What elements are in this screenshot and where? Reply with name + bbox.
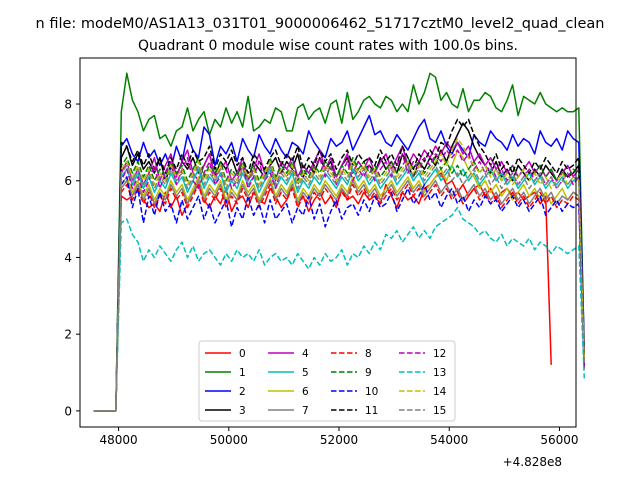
x-axis: 48000 50000 52000 54000 56000 bbox=[99, 427, 579, 447]
legend-label-1: 1 bbox=[239, 367, 246, 379]
y-tick-label: 4 bbox=[64, 251, 72, 265]
legend-label-7: 7 bbox=[302, 405, 309, 417]
y-tick-label: 6 bbox=[64, 174, 72, 188]
figure-suptitle: n file: modeM0/AS1A13_031T01_9000006462_… bbox=[36, 16, 605, 32]
series-line-13 bbox=[93, 206, 586, 412]
legend-label-15: 15 bbox=[433, 405, 446, 417]
y-tick-label: 0 bbox=[64, 404, 72, 418]
legend-label-13: 13 bbox=[433, 367, 446, 379]
legend-label-14: 14 bbox=[433, 386, 447, 398]
y-tick-label: 2 bbox=[64, 328, 72, 342]
legend-label-3: 3 bbox=[239, 405, 246, 417]
legend-label-6: 6 bbox=[302, 386, 309, 398]
plot-lines bbox=[93, 72, 586, 412]
legend-label-2: 2 bbox=[239, 386, 246, 398]
y-axis: 0 2 4 6 8 bbox=[64, 98, 80, 418]
legend-box bbox=[198, 340, 456, 422]
plot-frame bbox=[79, 57, 577, 428]
series-line-1 bbox=[93, 72, 586, 412]
legend-label-10: 10 bbox=[365, 386, 378, 398]
y-tick-label: 8 bbox=[64, 98, 72, 112]
legend-label-12: 12 bbox=[433, 348, 446, 360]
x-tick-label: 50000 bbox=[210, 433, 248, 447]
series-line-2 bbox=[93, 114, 586, 412]
series-line-7 bbox=[93, 179, 586, 412]
x-tick-label: 52000 bbox=[320, 433, 358, 447]
series-line-6 bbox=[93, 149, 586, 412]
series-line-14 bbox=[93, 137, 586, 412]
series-line-15 bbox=[93, 164, 586, 412]
legend-label-9: 9 bbox=[365, 367, 372, 379]
x-offset-label: +4.828e8 bbox=[503, 455, 562, 469]
legend-label-4: 4 bbox=[302, 348, 309, 360]
chart-title: Quadrant 0 module wise count rates with … bbox=[138, 38, 518, 54]
x-tick-label: 54000 bbox=[430, 433, 468, 447]
legend-label-0: 0 bbox=[239, 348, 246, 360]
legend-label-8: 8 bbox=[365, 348, 372, 360]
legend-label-11: 11 bbox=[365, 405, 378, 417]
series-line-10 bbox=[93, 176, 586, 412]
x-tick-label: 48000 bbox=[99, 433, 137, 447]
x-tick-label: 56000 bbox=[540, 433, 578, 447]
series-line-11 bbox=[93, 118, 586, 412]
series-line-8 bbox=[93, 183, 586, 412]
legend-label-5: 5 bbox=[302, 367, 309, 379]
